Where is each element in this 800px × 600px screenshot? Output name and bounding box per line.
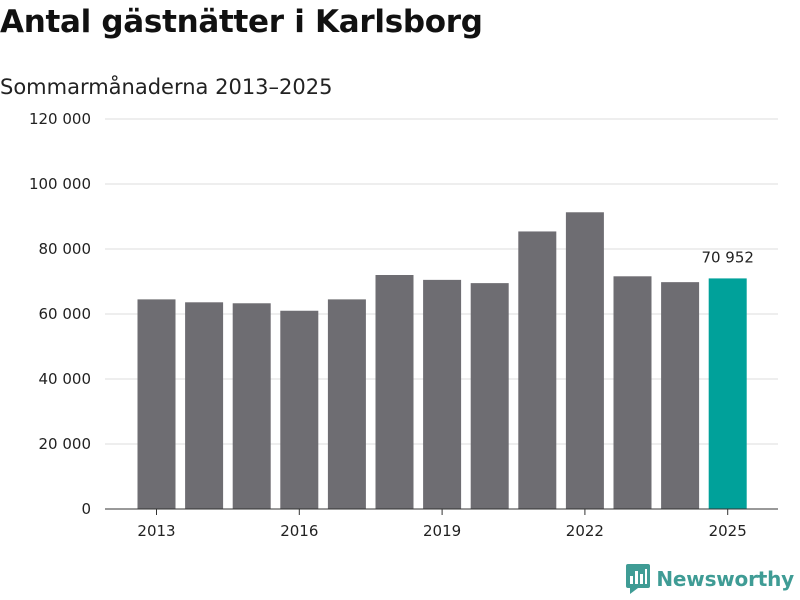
y-tick-label: 60 000 (39, 305, 92, 323)
data-label-highlight: 70 952 (701, 248, 754, 266)
bar (185, 302, 224, 509)
bar (518, 231, 557, 509)
y-tick-label: 80 000 (39, 240, 92, 258)
brand: Newsworthy (626, 564, 794, 594)
bar-highlight (708, 278, 747, 509)
labels: 0 20 000 40 000 60 000 80 000 100 000 120 000 2… (29, 110, 754, 540)
chart-title: Antal gästnätter i Karlsborg (0, 4, 483, 40)
bar (280, 310, 319, 509)
bar (327, 299, 366, 509)
x-tick-label: 2019 (423, 522, 461, 540)
x-tick-label: 2022 (566, 522, 604, 540)
x-tick-label: 2025 (709, 522, 747, 540)
bar (375, 275, 414, 509)
x-tick-label: 2016 (280, 522, 318, 540)
x-tick-label: 2013 (137, 522, 175, 540)
newsworthy-logo-icon (626, 564, 651, 594)
axes (105, 508, 778, 515)
bar (565, 212, 604, 509)
bars (137, 212, 747, 509)
y-tick-label: 100 000 (29, 175, 91, 193)
bar (232, 303, 271, 509)
bar (137, 299, 176, 509)
bar (613, 276, 652, 509)
y-tick-label: 40 000 (39, 370, 92, 388)
y-tick-label: 0 (81, 500, 91, 518)
y-tick-label: 20 000 (39, 435, 92, 453)
bar (423, 279, 462, 509)
chart-subtitle: Sommarmånaderna 2013–2025 (0, 75, 333, 99)
bar (661, 282, 700, 509)
bar (470, 283, 509, 509)
brand-name: Newsworthy (656, 567, 794, 591)
y-tick-label: 120 000 (29, 110, 91, 128)
